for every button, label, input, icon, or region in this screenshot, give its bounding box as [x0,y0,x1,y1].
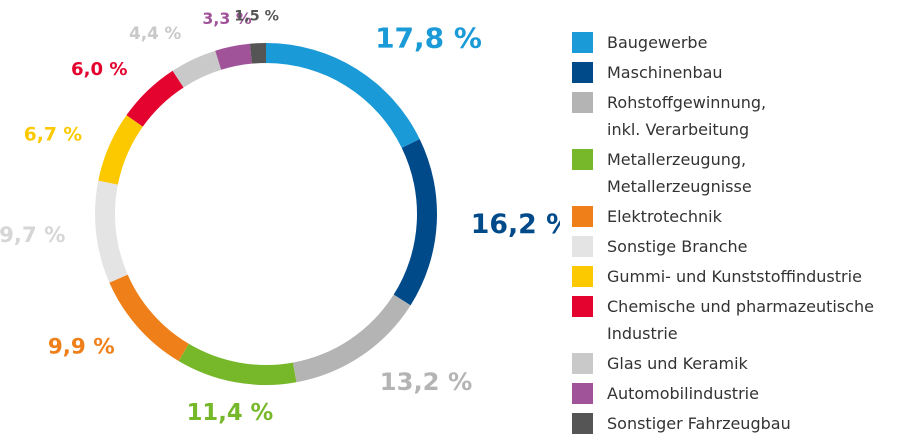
slice [249,43,266,64]
legend-swatch [572,353,593,374]
value-label: 3,3 % [202,9,251,28]
value-label: 17,8 % [375,21,482,54]
value-label: 4,4 % [129,23,181,43]
legend: Baugewerbe Maschinenbau Rohstoffgewinnung,… [572,29,874,436]
legend-item: Baugewerbe [572,29,874,56]
legend-label: Automobilindustrie [607,384,759,403]
legend-label: Elektrotechnik [607,207,722,226]
legend-swatch [572,62,593,83]
legend-label: Metallerzeugung, Metallerzeugnisse [607,150,752,196]
legend-item: Chemische und pharmazeutische Industrie [572,293,874,347]
value-label: 1,5 % [234,9,279,25]
legend-swatch [572,383,593,404]
value-label: 9,9 % [48,335,115,360]
legend-label: Sonstiger Fahrzeugbau [607,414,791,433]
legend-item: Maschinenbau [572,59,874,86]
value-label: 9,7 % [0,223,65,248]
legend-label: Rohstoffgewinnung, inkl. Verarbeitung [607,93,767,139]
donut: 17,8 % 16,2 % 13,2 % 11,4 % 9,9 % 9,7 % 6,7 % 6… [0,9,560,426]
value-label: 16,2 % [471,209,560,240]
slice [215,43,252,70]
slice [393,139,437,306]
slice [98,115,143,185]
legend-item: Elektrotechnik [572,203,874,230]
value-label: 6,7 % [24,124,83,145]
legend-swatch [572,206,593,227]
legend-label: Glas und Keramik [607,354,748,373]
legend-swatch [572,236,593,257]
legend-item: Metallerzeugung, Metallerzeugnisse [572,146,874,200]
slice [178,343,297,385]
slice [266,43,420,148]
legend-item: Rohstoffgewinnung, inkl. Verarbeitung [572,89,874,143]
legend-item: Gummi- und Kunststoffindustrie [572,263,874,290]
legend-item: Sonstiger Fahrzeugbau [572,410,874,436]
legend-item: Automobilindustrie [572,380,874,407]
legend-swatch [572,266,593,287]
legend-swatch [572,32,593,53]
value-label: 6,0 % [71,59,127,80]
legend-label: Sonstige Branche [607,237,748,256]
slice [292,294,411,383]
value-label: 13,2 % [380,368,472,396]
value-label: 11,4 % [187,400,274,426]
slice [94,180,128,283]
legend-swatch [572,92,593,113]
slice [109,274,189,361]
legend-item: Sonstige Branche [572,233,874,260]
slice [172,50,222,88]
legend-swatch [572,149,593,170]
legend-swatch [572,296,593,317]
slice [126,70,184,127]
legend-label: Chemische und pharmazeutische Industrie [607,297,874,343]
legend-swatch [572,413,593,434]
legend-label: Baugewerbe [607,33,708,52]
legend-item: Glas und Keramik [572,350,874,377]
legend-label: Gummi- und Kunststoffindustrie [607,267,862,286]
legend-label: Maschinenbau [607,63,723,82]
